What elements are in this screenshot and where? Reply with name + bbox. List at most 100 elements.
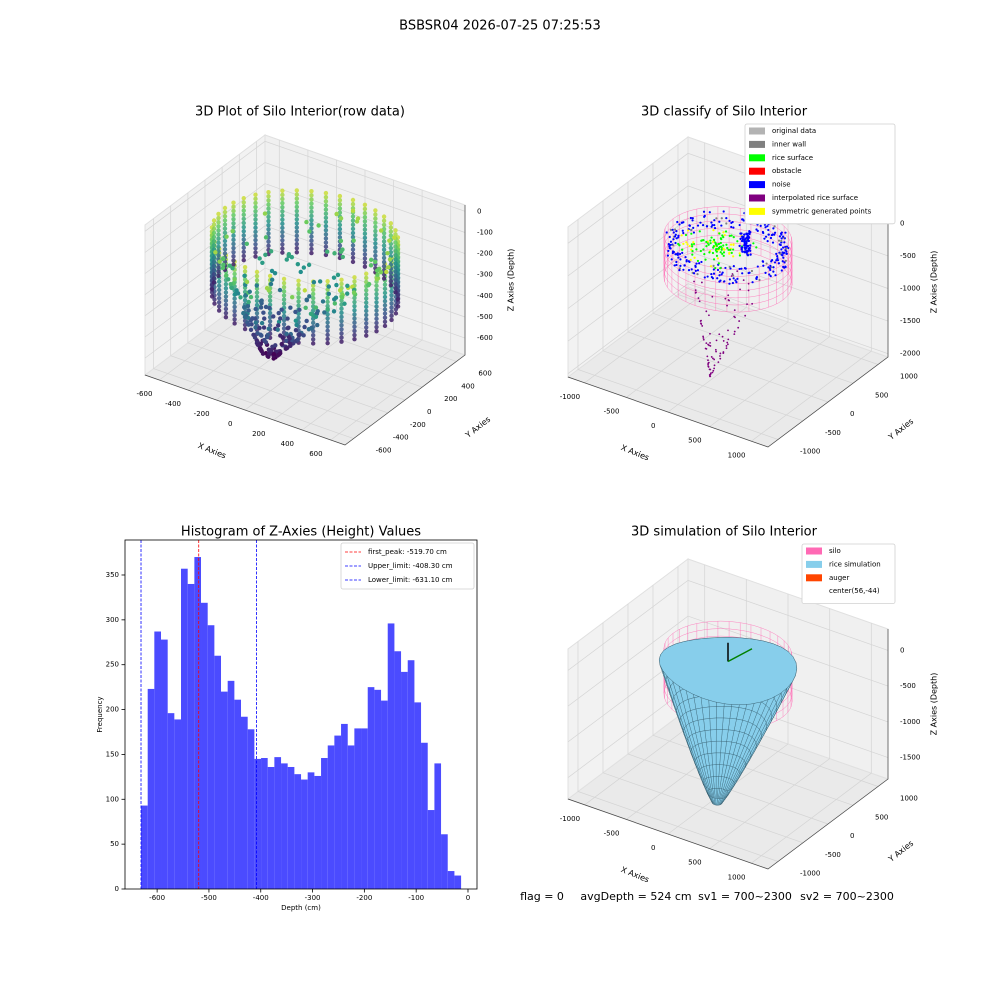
point-cloud — [364, 288, 369, 293]
histogram-bar — [367, 687, 375, 889]
point-cloud — [723, 280, 726, 283]
legend-swatch — [806, 574, 822, 582]
histogram-bar — [441, 834, 448, 889]
subplot-title: Histogram of Z-Axies (Height) Values — [181, 525, 421, 540]
point-cloud — [693, 280, 695, 283]
point-cloud — [731, 281, 735, 285]
point-cloud — [667, 249, 670, 253]
point-cloud — [221, 256, 226, 261]
point-cloud — [751, 281, 754, 284]
point-cloud — [271, 314, 276, 319]
point-cloud — [742, 279, 745, 282]
point-cloud — [223, 315, 229, 320]
point-cloud — [738, 244, 741, 248]
point-cloud — [748, 249, 752, 252]
histogram-bar — [167, 713, 175, 889]
grid-line — [144, 267, 466, 359]
grid-line — [567, 283, 889, 374]
point-cloud — [350, 201, 356, 207]
point-cloud — [395, 304, 401, 309]
point-cloud — [323, 236, 329, 241]
point-cloud — [775, 259, 778, 262]
z-tick-label: 0 — [900, 219, 904, 227]
point-cloud — [737, 326, 740, 329]
point-cloud — [714, 241, 717, 244]
point-cloud — [712, 369, 715, 372]
point-cloud — [262, 316, 267, 321]
point-cloud — [716, 268, 720, 272]
x-tick-label: 1000 — [728, 873, 746, 881]
point-cloud — [253, 204, 258, 210]
point-cloud — [672, 244, 675, 247]
point-cloud — [250, 316, 255, 321]
point-cloud — [700, 319, 702, 322]
point-cloud — [675, 260, 678, 264]
point-cloud — [294, 250, 300, 255]
legend-label: center(56,-44) — [829, 587, 880, 595]
point-cloud — [747, 289, 750, 292]
point-cloud — [743, 267, 747, 270]
point-cloud — [211, 271, 217, 277]
legend-label: rice simulation — [829, 560, 881, 568]
point-cloud — [740, 239, 744, 243]
point-cloud — [317, 279, 323, 284]
z-tick-label: -200 — [477, 250, 493, 258]
point-cloud — [691, 245, 694, 248]
grid-line — [751, 623, 872, 864]
histogram-bar — [347, 745, 355, 889]
point-cloud — [231, 241, 236, 247]
point-cloud — [713, 223, 716, 227]
point-cloud — [389, 317, 394, 323]
point-cloud — [268, 249, 274, 254]
point-cloud — [309, 226, 314, 231]
point-cloud — [362, 264, 368, 269]
point-cloud — [388, 233, 394, 238]
point-cloud — [723, 233, 726, 237]
point-cloud — [309, 205, 314, 210]
subplot-title: 3D Plot of Silo Interior(row data) — [195, 105, 405, 120]
point-cloud — [702, 248, 705, 251]
point-cloud — [705, 347, 708, 350]
point-cloud — [677, 256, 680, 259]
point-cloud — [374, 295, 379, 301]
point-cloud — [740, 232, 743, 235]
legend-label: first_peak: -519.70 cm — [368, 548, 447, 556]
point-cloud — [309, 189, 314, 194]
point-cloud — [294, 233, 300, 238]
point-cloud — [302, 288, 308, 293]
point-cloud — [785, 252, 788, 255]
point-cloud — [374, 324, 379, 330]
point-cloud — [768, 273, 771, 276]
point-cloud — [374, 308, 379, 313]
point-cloud — [232, 300, 237, 306]
point-cloud — [280, 221, 285, 226]
point-cloud — [266, 222, 271, 228]
point-cloud — [389, 305, 394, 310]
point-cloud — [339, 295, 345, 300]
point-cloud — [722, 254, 725, 257]
point-cloud — [266, 326, 271, 331]
point-cloud — [294, 221, 300, 226]
y-tick-label: 1000 — [900, 795, 918, 803]
point-cloud — [748, 246, 751, 250]
point-cloud — [382, 294, 388, 300]
y-tick-label: -600 — [376, 447, 392, 455]
point-cloud — [388, 270, 394, 276]
point-cloud — [776, 257, 779, 260]
point-cloud — [293, 327, 299, 333]
point-cloud — [388, 229, 394, 234]
point-cloud — [315, 322, 320, 328]
point-cloud — [691, 249, 694, 253]
point-cloud — [280, 242, 285, 247]
point-cloud — [381, 243, 387, 248]
point-cloud — [231, 225, 236, 230]
grid-line — [170, 205, 371, 427]
point-cloud — [765, 262, 768, 265]
rice-surface — [716, 706, 725, 719]
point-cloud — [241, 220, 246, 226]
point-cloud — [698, 230, 701, 233]
legend-label: Lower_limit: -631.10 cm — [368, 576, 453, 584]
point-cloud — [309, 326, 314, 331]
point-cloud — [337, 193, 343, 199]
point-cloud — [373, 208, 378, 213]
